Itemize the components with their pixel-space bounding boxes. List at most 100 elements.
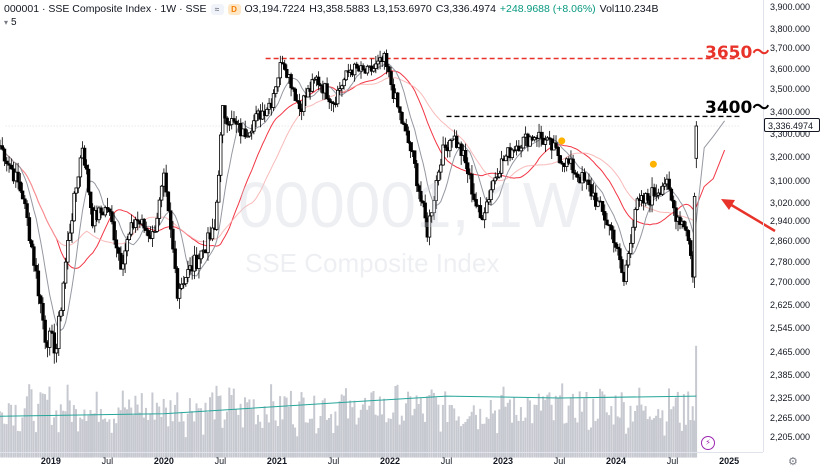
volume-bar — [257, 414, 259, 458]
volume-bar — [300, 392, 303, 458]
x-tick-label: 2025 — [719, 456, 740, 466]
volume-bar — [682, 394, 685, 458]
candle-body — [20, 190, 25, 200]
legend-badge-approx[interactable]: ≈ — [210, 3, 224, 15]
candle-body — [587, 179, 591, 186]
y-tick-label: 2,325.000 — [770, 393, 811, 403]
candle-body — [63, 261, 68, 284]
candle-body — [612, 229, 616, 244]
price-axis[interactable]: 3,900.000 3,800.000 3,700.000 3,600.000 3,50… — [763, 0, 820, 452]
volume-bar — [23, 408, 26, 458]
volume-bar — [464, 422, 467, 458]
ma-slow-line — [0, 70, 726, 269]
y-tick-label: 3,900.000 — [770, 2, 811, 12]
volume-bar — [417, 404, 420, 458]
candle-body — [89, 191, 93, 209]
candle-body — [361, 65, 365, 70]
volume-bar — [315, 433, 318, 458]
volume-bar — [453, 408, 456, 458]
candle-body — [441, 144, 445, 166]
volume-bar — [3, 423, 6, 458]
volume-bar — [19, 431, 22, 458]
volume-bar — [113, 418, 115, 458]
volume-bar — [283, 396, 286, 458]
candle-body — [164, 172, 168, 193]
candle-body — [50, 330, 54, 334]
volume-bar — [396, 384, 399, 458]
volume-bar — [511, 422, 513, 458]
volume-bar — [559, 395, 562, 458]
candle-body — [589, 184, 593, 197]
volume-bar — [535, 404, 538, 458]
candle-body — [497, 172, 502, 178]
candle-body — [82, 147, 87, 166]
candle-body — [374, 63, 378, 69]
volume-bar — [594, 421, 597, 458]
volume-bar — [345, 388, 347, 458]
candle-body — [654, 194, 658, 197]
volume-bar — [338, 401, 341, 458]
volume-bar — [197, 408, 200, 458]
time-axis[interactable]: 2019 Jul 2020 Jul 2021 Jul 2022 Jul 2023 Jul 2024 J… — [0, 452, 763, 469]
volume-bar — [552, 420, 555, 458]
chevron-down-icon[interactable]: ▾ — [4, 18, 9, 27]
volume-bar — [174, 404, 176, 458]
volume-bar — [128, 399, 131, 458]
x-tick-label: 2021 — [266, 456, 287, 466]
volume-bar — [502, 386, 505, 458]
annotation-3400[interactable]: 3400～ — [705, 98, 770, 118]
volume-bar — [610, 406, 613, 458]
volume-bar — [489, 400, 492, 458]
candle-body — [694, 125, 698, 159]
gear-icon[interactable]: ⚙ — [788, 456, 798, 468]
volume-bar — [184, 437, 187, 458]
candle-body — [607, 224, 611, 227]
volume-bar — [364, 397, 367, 458]
volume-bar — [409, 396, 412, 458]
volume-bar — [37, 403, 40, 458]
volume-bar — [355, 424, 358, 458]
volume-bar — [347, 418, 350, 458]
volume-bar — [583, 398, 586, 458]
volume-bar — [142, 417, 145, 458]
candle-body — [293, 88, 297, 101]
volume-bar — [311, 418, 314, 458]
x-tick-label: Jul — [666, 456, 679, 466]
candle-body — [142, 218, 146, 229]
volume-bar — [72, 405, 75, 458]
volume-bar — [531, 423, 534, 458]
volume-bar — [439, 431, 442, 458]
volume-bar — [485, 417, 488, 458]
candle-body — [415, 163, 419, 187]
candle-body — [306, 88, 310, 98]
indicator-row[interactable]: ▾ 5 — [4, 17, 17, 28]
volume-bar — [5, 424, 8, 458]
y-tick-label: 2,265.000 — [770, 413, 811, 423]
candle-body — [74, 187, 78, 194]
candle-body — [61, 282, 65, 311]
volume-bar — [306, 422, 309, 458]
volume-bar — [115, 423, 118, 458]
candle-body — [302, 95, 306, 113]
legend-badge-d[interactable]: D — [227, 3, 241, 15]
volume-bar — [289, 390, 292, 458]
legend-symbol[interactable]: 000001 · SSE Composite Index · 1W · SSE — [4, 3, 207, 15]
volume-bar — [252, 399, 255, 458]
candle-body — [423, 202, 427, 219]
candle-body — [245, 135, 250, 138]
volume-bar — [270, 384, 273, 458]
volume-bar — [292, 424, 294, 458]
flash-icon[interactable]: ⚡ — [701, 436, 715, 450]
candle-body — [247, 132, 252, 137]
volume-bar — [91, 413, 94, 458]
candle-body — [389, 71, 393, 85]
annotation-3650[interactable]: 3650～ — [705, 43, 770, 63]
volume-bar — [435, 397, 438, 458]
volume-bar — [407, 391, 410, 458]
candle-body — [554, 142, 558, 148]
candle-body — [575, 173, 580, 178]
volume-bar — [522, 420, 525, 458]
volume-bar — [319, 416, 322, 458]
volume-bar — [402, 420, 405, 458]
